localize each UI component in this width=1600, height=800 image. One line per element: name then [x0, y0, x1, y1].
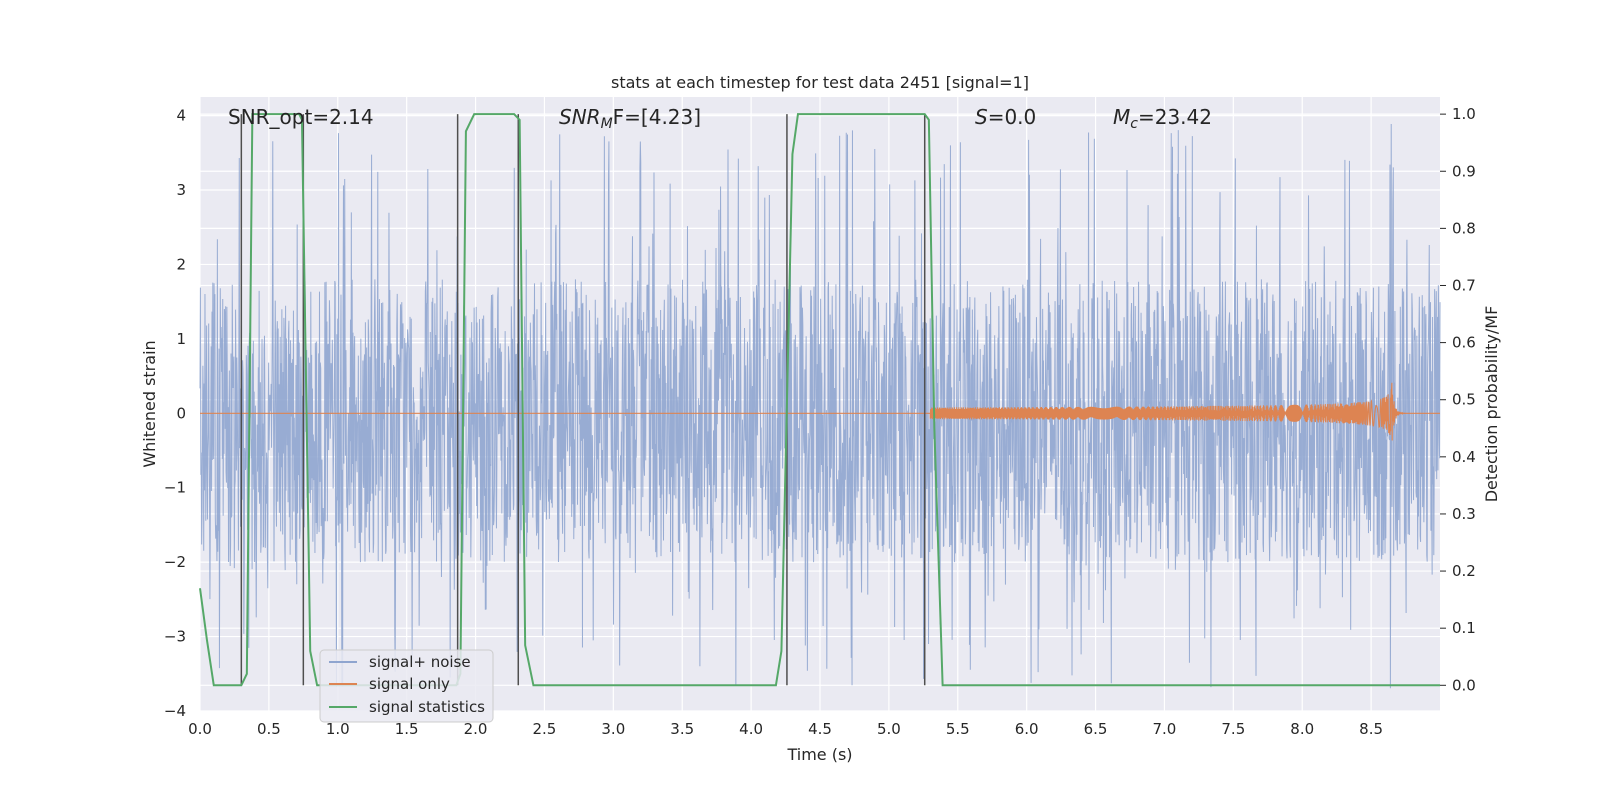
x-tick-label: 3.0 — [601, 720, 625, 738]
series-signal-only — [200, 382, 1440, 441]
x-tick-label: 5.0 — [877, 720, 901, 738]
y2-tick-label: 0.1 — [1452, 619, 1476, 637]
x-tick-label: 1.5 — [395, 720, 419, 738]
tick-labels: 0.0 0.5 1.0 1.5 2.0 2.5 3.0 3.5 4.0 4.5 5.0 5.5 6.0 6… — [164, 105, 1476, 738]
x-tick-label: 3.5 — [670, 720, 694, 738]
y-tick-label: 2 — [176, 255, 186, 273]
annotation-snr-mf-sub: M — [601, 116, 613, 132]
annotation-s-symbol: S — [975, 105, 988, 129]
signal-only-line — [200, 382, 1440, 441]
y-tick-label: 3 — [176, 181, 186, 199]
annotation-mc-sub: c — [1130, 116, 1138, 132]
legend-label-signal-statistics: signal statistics — [369, 698, 485, 716]
annotation-s: S=0.0 — [975, 105, 1036, 129]
chart-title: stats at each timestep for test data 245… — [611, 73, 1029, 92]
x-tick-label: 7.0 — [1153, 720, 1177, 738]
annotation-mc-value: =23.42 — [1138, 105, 1212, 129]
x-tick-label: 8.0 — [1290, 720, 1314, 738]
x-tick-label: 8.5 — [1359, 720, 1383, 738]
y-tick-label: −3 — [164, 628, 186, 646]
annotation-snr-opt: SNR_opt=2.14 — [228, 105, 374, 129]
annotation-mc: Mc=23.42 — [1113, 105, 1212, 132]
legend-box — [319, 649, 494, 723]
x-tick-label: 6.5 — [1084, 720, 1108, 738]
y2-tick-label: 0.8 — [1452, 219, 1476, 237]
y2-tick-label: 0.3 — [1452, 505, 1476, 523]
x-tick-label: 4.5 — [808, 720, 832, 738]
y-tick-label: 1 — [176, 330, 186, 348]
legend-label-signal-noise: signal+ noise — [369, 653, 471, 671]
signal-noise-line — [199, 123, 1441, 689]
y-axis-label: Whitened strain — [140, 340, 159, 467]
y-tick-label: −4 — [164, 702, 186, 720]
x-tick-label: 5.5 — [946, 720, 970, 738]
annotation-snr-mf-value: F=[4.23] — [613, 105, 701, 129]
y2-tick-label: 0.5 — [1452, 391, 1476, 409]
y2-tick-label: 1.0 — [1452, 105, 1476, 123]
y-tick-label: 4 — [176, 107, 186, 125]
x-tick-label: 2.0 — [464, 720, 488, 738]
signal-statistics-line — [199, 113, 1440, 687]
y2-tick-label: 0.6 — [1452, 334, 1476, 352]
y-tick-label: −1 — [164, 479, 186, 497]
series-signal-noise — [199, 123, 1441, 689]
x-tick-label: 2.5 — [533, 720, 557, 738]
x-tick-label: 6.0 — [1015, 720, 1039, 738]
y-tick-label: −2 — [164, 553, 186, 571]
annotation-mc-symbol: M — [1113, 105, 1130, 129]
y-tick-label: 0 — [176, 404, 186, 422]
x-axis-label: Time (s) — [786, 745, 852, 764]
y2-tick-label: 0.4 — [1452, 448, 1476, 466]
x-tick-label: 0.5 — [257, 720, 281, 738]
y2-tick-label: 0.0 — [1452, 676, 1476, 694]
annotation-s-value: =0.0 — [988, 105, 1037, 129]
x-tick-label: 4.0 — [739, 720, 763, 738]
y2-tick-label: 0.9 — [1452, 162, 1476, 180]
series-signal-statistics — [199, 113, 1440, 687]
y2-tick-label: 0.7 — [1452, 276, 1476, 294]
annotation-snr-mf: SNRMF=[4.23] — [559, 105, 701, 132]
annotation-snr-mf-symbol: SNR — [559, 105, 601, 129]
y2-tick-label: 0.2 — [1452, 562, 1476, 580]
x-tick-label: 0.0 — [188, 720, 212, 738]
x-tick-label: 1.0 — [326, 720, 350, 738]
legend-label-signal-only: signal only — [369, 675, 450, 693]
x-tick-label: 7.5 — [1221, 720, 1245, 738]
legend: signal+ noise signal only signal statist… — [319, 649, 494, 723]
y2-axis-label: Detection probability/MF — [1482, 306, 1501, 503]
